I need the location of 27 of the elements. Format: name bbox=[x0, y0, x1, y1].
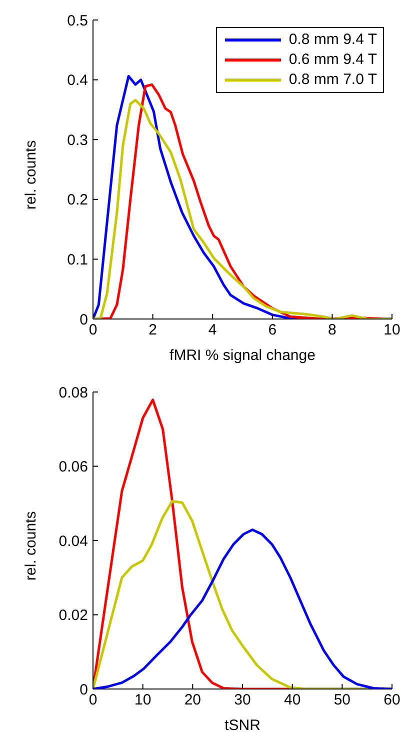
x-tick-label: 40 bbox=[284, 692, 301, 709]
legend-label: 0.8 mm 7.0 T bbox=[288, 70, 377, 90]
y-tick-label: 0.04 bbox=[58, 532, 88, 550]
legend-label: 0.8 mm 9.4 T bbox=[288, 30, 377, 50]
y-tick-label: 0.5 bbox=[67, 12, 88, 30]
x-tick-label: 10 bbox=[384, 322, 400, 339]
x-axis-title: tSNR bbox=[224, 717, 261, 734]
y-tick-label: 0.08 bbox=[58, 384, 88, 402]
y-tick-label: 0.2 bbox=[67, 192, 88, 209]
y-axis-title: rel. counts bbox=[22, 140, 40, 210]
x-tick-label: 2 bbox=[148, 322, 157, 339]
x-tick-label: 4 bbox=[208, 322, 217, 339]
x-tick-label: 60 bbox=[384, 692, 400, 709]
y-axis-title: rel. counts bbox=[22, 511, 40, 580]
y-tick-label: 0.02 bbox=[58, 607, 88, 624]
x-tick-label: 30 bbox=[234, 692, 251, 709]
x-tick-label: 8 bbox=[328, 322, 336, 339]
x-tick-label: 6 bbox=[268, 322, 277, 339]
x-tick-label: 50 bbox=[334, 692, 351, 709]
legend-label: 0.6 mm 9.4 T bbox=[288, 50, 377, 70]
y-tick-label: 0.06 bbox=[58, 458, 88, 476]
x-tick-label: 20 bbox=[184, 692, 202, 709]
x-tick-label: 10 bbox=[134, 692, 152, 709]
y-tick-label: 0.3 bbox=[67, 132, 88, 149]
y-tick-label: 0.4 bbox=[67, 72, 88, 90]
y-tick-label: 0.1 bbox=[67, 252, 88, 269]
x-axis-title: fMRI % signal change bbox=[170, 347, 316, 364]
